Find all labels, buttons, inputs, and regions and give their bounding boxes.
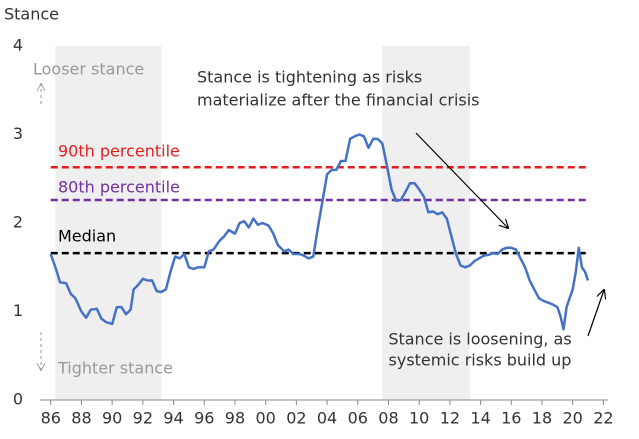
x-tick-label: 22 bbox=[593, 409, 613, 428]
looser-label: Looser stance bbox=[33, 60, 144, 79]
y-tick-label: 3 bbox=[13, 124, 23, 143]
annotation: systemic risks build up bbox=[389, 351, 572, 370]
x-tick-label: 10 bbox=[409, 409, 429, 428]
y-tick-label: 0 bbox=[13, 390, 23, 409]
x-tick-label: 08 bbox=[378, 409, 398, 428]
reference-label: 90th percentile bbox=[58, 142, 180, 161]
data-line bbox=[49, 133, 590, 331]
x-tick-label: 86 bbox=[41, 409, 61, 428]
shaded-region bbox=[382, 46, 470, 400]
x-tick-label: 94 bbox=[163, 409, 183, 428]
y-axis-label: Stance bbox=[4, 5, 59, 24]
reference-label: 80th percentile bbox=[58, 178, 180, 197]
x-tick-label: 90 bbox=[102, 409, 122, 428]
x-tick-label: 06 bbox=[348, 409, 368, 428]
reference-label: Median bbox=[58, 227, 116, 246]
tighter-label: Tighter stance bbox=[57, 359, 173, 378]
x-tick-label: 20 bbox=[563, 409, 583, 428]
x-tick-label: 12 bbox=[440, 409, 460, 428]
annotation-arrow bbox=[415, 132, 508, 228]
x-tick-label: 88 bbox=[71, 409, 91, 428]
x-tick-label: 02 bbox=[286, 409, 306, 428]
y-tick-label: 4 bbox=[13, 36, 23, 55]
annotation-arrow bbox=[587, 290, 604, 337]
x-tick-label: 96 bbox=[194, 409, 214, 428]
x-tick-label: 14 bbox=[470, 409, 490, 428]
x-tick-label: 00 bbox=[255, 409, 275, 428]
annotation: materialize after the financial crisis bbox=[197, 91, 480, 110]
x-tick-label: 98 bbox=[225, 409, 245, 428]
shaded-region bbox=[55, 46, 162, 400]
x-tick-label: 16 bbox=[501, 409, 521, 428]
annotation: Stance is loosening, as bbox=[388, 330, 571, 349]
x-tick-label: 92 bbox=[133, 409, 153, 428]
annotation: Stance is tightening as risks bbox=[197, 68, 422, 87]
y-tick-label: 2 bbox=[13, 213, 23, 232]
y-tick-label: 1 bbox=[13, 301, 23, 320]
background-layer bbox=[50, 46, 587, 400]
x-tick-label: 18 bbox=[532, 409, 552, 428]
x-tick-label: 04 bbox=[317, 409, 337, 428]
